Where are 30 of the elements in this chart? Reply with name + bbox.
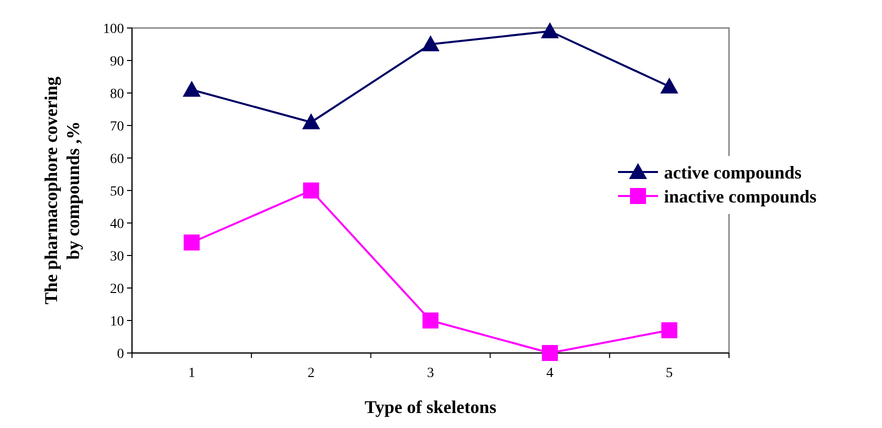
x-tick-label: 4 bbox=[546, 366, 554, 381]
point bbox=[660, 78, 678, 94]
y-tick-label: 20 bbox=[110, 282, 124, 297]
point bbox=[661, 322, 678, 338]
x-axis-title: Type of skeletons bbox=[364, 397, 496, 417]
y-tick-label: 30 bbox=[110, 249, 124, 264]
point bbox=[182, 80, 201, 97]
y-tick-label: 90 bbox=[110, 54, 124, 70]
point bbox=[184, 234, 200, 250]
x-tick-label: 2 bbox=[308, 366, 315, 381]
point bbox=[542, 345, 558, 361]
y-tick-label: 50 bbox=[110, 184, 124, 200]
legend-label: active compounds bbox=[664, 162, 802, 182]
point bbox=[422, 312, 438, 328]
y-tick-label: 40 bbox=[110, 216, 124, 232]
y-tick-label: 100 bbox=[103, 22, 124, 37]
point bbox=[302, 113, 320, 130]
y-tick-label: 0 bbox=[117, 346, 124, 362]
legend-label: inactive compounds bbox=[664, 186, 817, 206]
point bbox=[422, 35, 440, 52]
point bbox=[303, 182, 320, 198]
y-tick-label: 80 bbox=[110, 86, 124, 102]
y-tick-label: 60 bbox=[110, 152, 124, 167]
x-tick-label: 3 bbox=[427, 366, 434, 381]
x-tick-label: 1 bbox=[188, 366, 196, 381]
x-tick-label: 5 bbox=[666, 366, 673, 381]
y-tick-label: 70 bbox=[110, 119, 124, 134]
y-tick-label: 10 bbox=[110, 314, 124, 330]
point bbox=[540, 22, 559, 38]
y-axis-title: The pharmacophore covering by compounds ,% bbox=[41, 76, 83, 304]
